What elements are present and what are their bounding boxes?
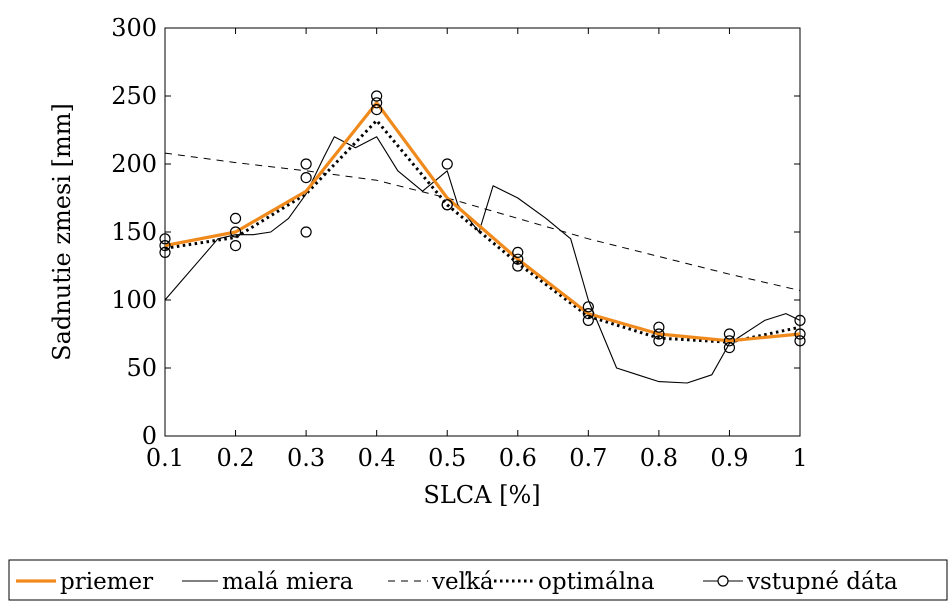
data-point-marker [441, 158, 453, 170]
x-tick-label: 0.9 [710, 444, 748, 472]
x-tick-label: 0.1 [146, 444, 184, 472]
data-point-marker [723, 342, 736, 354]
data-point-marker [582, 314, 594, 326]
data-point-marker [723, 328, 736, 340]
legend-label: malá miera [222, 569, 354, 595]
data-point-marker [653, 321, 665, 333]
data-point-marker [371, 90, 383, 102]
x-tick-label: 0.7 [569, 444, 607, 472]
data-point-marker [229, 240, 242, 252]
series-line-malá-miera [164, 136, 801, 384]
data-point-marker [300, 158, 312, 170]
legend-entry: priemer [16, 569, 153, 595]
data-point-marker [371, 103, 383, 116]
data-point-marker [582, 301, 594, 313]
y-tick-label: 150 [111, 218, 157, 246]
legend-label: vstupné dáta [746, 569, 898, 595]
series-line-optimálna [164, 119, 801, 344]
x-tick-label: 1 [792, 444, 807, 472]
data-point-marker [653, 335, 665, 347]
y-tick-label: 100 [111, 286, 157, 314]
x-tick-label: 0.5 [428, 444, 466, 472]
markers-layer [159, 90, 806, 354]
data-point-marker [300, 226, 312, 238]
data-point-marker [371, 97, 383, 109]
data-point-marker [512, 246, 524, 258]
data-point-marker [794, 335, 806, 347]
y-tick-label: 200 [111, 150, 157, 178]
legend: priemer malá miera veľká optimálna vstupné d… [16, 569, 898, 595]
data-point-marker [653, 328, 665, 340]
x-tick-label: 0.8 [640, 444, 678, 472]
legend-box [8, 559, 948, 601]
data-point-marker [229, 226, 242, 238]
data-point-marker [512, 253, 524, 265]
data-point-marker [229, 212, 242, 224]
data-point-marker [159, 233, 171, 245]
y-tick-label: 0 [142, 422, 157, 450]
series-line-veľká [164, 152, 801, 291]
data-point-marker [723, 335, 736, 347]
legend-entry: vstupné dáta [703, 569, 898, 595]
data-point-marker [794, 328, 806, 340]
y-axis-label: Sadnutie zmesi [mm] [48, 103, 76, 361]
plot-frame [164, 27, 801, 437]
legend-label: priemer [60, 569, 153, 595]
x-tick-label: 0.2 [216, 444, 254, 472]
legend-entry: optimálna [494, 569, 655, 595]
series-layer [164, 101, 801, 384]
y-tick-label: 50 [126, 354, 157, 382]
legend-label: veľká [431, 569, 494, 595]
data-point-marker [582, 308, 594, 320]
x-tick-label: 0.6 [499, 444, 537, 472]
legend-entry: malá miera [182, 569, 354, 595]
y-tick-label: 250 [111, 82, 157, 110]
legend-swatch-marker [717, 575, 729, 587]
data-point-marker [159, 240, 171, 252]
data-point-marker [300, 172, 312, 184]
data-point-marker [794, 314, 806, 326]
data-point-marker [159, 246, 171, 258]
axis-ticks: 0.1 0.2 0.3 0.4 0.5 0.6 0.7 0.8 0.9 1 0 50 100 150 200… [111, 14, 807, 472]
x-tick-label: 0.4 [358, 444, 396, 472]
legend-label: optimálna [538, 569, 655, 595]
data-point-marker [441, 199, 453, 211]
x-tick-label: 0.3 [287, 444, 325, 472]
series-line-priemer [164, 101, 801, 343]
x-axis-label: SLCA [%] [423, 481, 540, 509]
legend-entry: veľká [388, 569, 494, 595]
data-point-marker [512, 260, 524, 272]
y-tick-label: 300 [111, 14, 157, 42]
